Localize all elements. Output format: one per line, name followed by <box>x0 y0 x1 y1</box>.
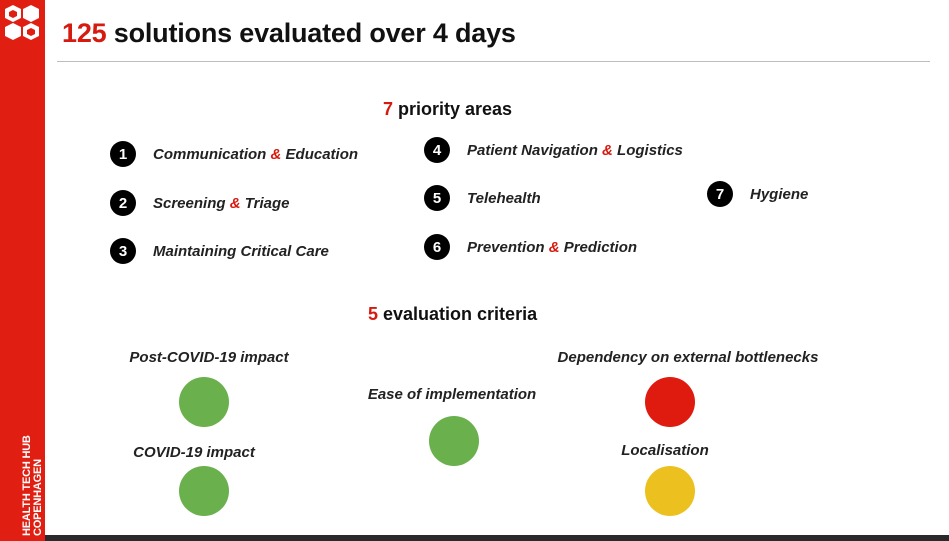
number-badge: 4 <box>424 137 450 163</box>
priority-heading-text: priority areas <box>393 99 513 119</box>
status-dot-localisation <box>645 466 695 516</box>
status-dot-post-covid-impact <box>179 377 229 427</box>
health-tech-hub-logo-icon <box>5 5 39 40</box>
number-badge: 7 <box>707 181 733 207</box>
criterion-label-dependency-external-bottlenecks: Dependency on external bottlenecks <box>557 349 819 366</box>
brand-sidebar: HEALTH TECH HUB COPENHAGEN <box>0 0 45 541</box>
priority-area-label: Communication & Education <box>153 145 359 163</box>
priority-area-3: 3 Maintaining Critical Care <box>110 238 329 264</box>
title-number: 125 <box>62 18 107 48</box>
priority-area-label: Telehealth <box>467 189 541 207</box>
priority-area-5: 5 Telehealth <box>424 185 541 211</box>
criterion-label-covid-impact: COVID-19 impact <box>133 444 255 461</box>
title-text: solutions evaluated over 4 days <box>106 18 516 48</box>
criteria-heading-text: evaluation criteria <box>378 304 538 324</box>
priority-area-label: Screening & Triage <box>153 194 290 212</box>
priority-areas-heading: 7 priority areas <box>383 99 512 120</box>
brand-line-1: HEALTH TECH HUB <box>21 435 33 536</box>
priority-area-label: Patient Navigation & Logistics <box>467 141 683 159</box>
criterion-label-ease-of-implementation: Ease of implementation <box>367 386 537 403</box>
criterion-label-post-covid-impact: Post-COVID-19 impact <box>129 349 289 366</box>
priority-count: 7 <box>383 99 394 119</box>
bottom-bar <box>45 535 949 541</box>
priority-area-1: 1 Communication & Education <box>110 141 358 167</box>
number-badge: 2 <box>110 190 136 216</box>
page-title: 125 solutions evaluated over 4 days <box>62 18 516 49</box>
brand-line-2: COPENHAGEN <box>31 459 44 536</box>
priority-area-4: 4 Patient Navigation & Logistics <box>424 137 683 163</box>
priority-area-6: 6 Prevention & Prediction <box>424 234 637 260</box>
status-dot-dependency-external-bottlenecks <box>645 377 695 427</box>
number-badge: 5 <box>424 185 450 211</box>
priority-area-label: Hygiene <box>750 185 809 203</box>
number-badge: 3 <box>110 238 136 264</box>
priority-area-7: 7 Hygiene <box>707 181 808 207</box>
criteria-count: 5 <box>368 304 379 324</box>
title-divider <box>57 61 930 62</box>
status-dot-covid-impact <box>179 466 229 516</box>
status-dot-ease-of-implementation <box>429 416 479 466</box>
evaluation-criteria-heading: 5 evaluation criteria <box>368 304 537 325</box>
number-badge: 1 <box>110 141 136 167</box>
priority-area-2: 2 Screening & Triage <box>110 190 289 216</box>
criterion-label-localisation: Localisation <box>621 442 709 459</box>
number-badge: 6 <box>424 234 450 260</box>
priority-area-label: Maintaining Critical Care <box>153 242 329 260</box>
brand-name: HEALTH TECH HUB COPENHAGEN <box>21 435 44 536</box>
priority-area-label: Prevention & Prediction <box>467 238 638 256</box>
